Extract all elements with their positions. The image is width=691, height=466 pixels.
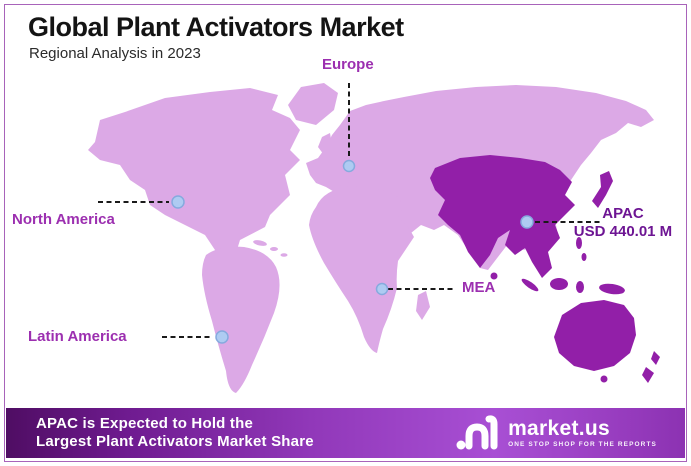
banner-text: APAC is Expected to Hold the Largest Pla… — [36, 415, 314, 451]
region-label-apac: APAC — [602, 205, 644, 222]
header: Global Plant Activators Market Regional … — [28, 12, 404, 63]
bottom-banner: APAC is Expected to Hold the Largest Pla… — [6, 408, 685, 458]
logo-tagline: ONE STOP SHOP FOR THE REPORTS — [508, 440, 657, 448]
map-australia — [554, 300, 636, 371]
map-south-america — [202, 246, 280, 393]
region-label-north-america: North America — [12, 211, 115, 228]
region-label-europe: Europe — [322, 56, 374, 73]
logo-name: market.us — [508, 416, 610, 440]
region-label-latin-america: Latin America — [28, 328, 127, 345]
europe-marker — [342, 159, 356, 173]
apac-marker — [520, 215, 534, 229]
leader-lines — [98, 83, 603, 338]
region-label-apac-block: APAC USD 440.01 M — [566, 205, 680, 241]
market-us-logo: market.us ONE STOP SHOP FOR THE REPORTS — [456, 414, 657, 452]
logo-words: market.us ONE STOP SHOP FOR THE REPORTS — [508, 416, 657, 448]
page-title: Global Plant Activators Market — [28, 12, 404, 42]
map-britain — [318, 133, 332, 155]
banner-line1: APAC is Expected to Hold the — [36, 415, 254, 432]
map-new-zealand — [642, 351, 660, 383]
map-markers — [171, 159, 534, 344]
world-map — [88, 83, 660, 393]
map-japan — [592, 171, 613, 208]
region-label-mea: MEA — [462, 279, 496, 296]
map-apac-region — [430, 155, 660, 383]
market-us-logo-icon — [456, 415, 498, 450]
page-subtitle: Regional Analysis in 2023 — [29, 45, 201, 62]
banner-line2: Largest Plant Activators Market Share — [36, 433, 314, 450]
map-greenland — [288, 83, 338, 125]
map-apac-asia — [430, 155, 575, 278]
map-madagascar — [416, 291, 430, 320]
north-america-marker — [171, 195, 185, 209]
latin-america-marker — [215, 330, 229, 344]
map-africa — [309, 186, 414, 353]
mea-marker — [375, 282, 389, 296]
map-north-america — [88, 88, 300, 275]
apac-market-value: USD 440.01 M — [573, 223, 673, 240]
